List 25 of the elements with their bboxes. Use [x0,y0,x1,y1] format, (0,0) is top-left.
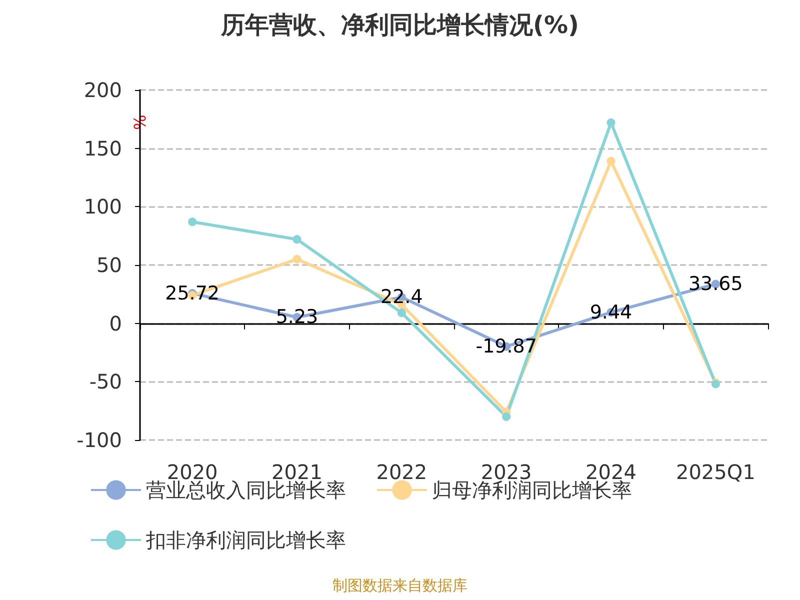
x-tick-label: 2025Q1 [676,460,756,484]
chart-title: 历年营收、净利同比增长情况(%) [220,11,579,39]
data-label: 5.23 [276,306,318,328]
data-label: -19.87 [476,336,537,358]
y-tick-label: -100 [76,428,122,452]
point [606,118,616,127]
data-label: 9.44 [590,301,632,324]
y-tick-label: -50 [89,370,122,394]
y-tick-label: 100 [84,194,122,219]
point [606,156,616,166]
text: 制图数据来自数据库 [332,576,468,594]
y-tick-label: 0 [109,311,122,336]
point [502,412,511,421]
data-label: 25.72 [165,282,220,304]
legend-label: 扣非净利润同比增长率 [145,528,346,552]
data-label: 22.4 [380,286,423,308]
y-tick-label: 200 [84,78,122,102]
point [292,254,302,264]
x-tick-label: 2022 [376,460,428,484]
y-tick-label: 150 [84,136,122,160]
point [188,218,197,226]
point [397,308,406,318]
point [292,235,302,244]
y-tick-label: 50 [96,253,122,277]
data-label: 33.65 [688,273,743,296]
